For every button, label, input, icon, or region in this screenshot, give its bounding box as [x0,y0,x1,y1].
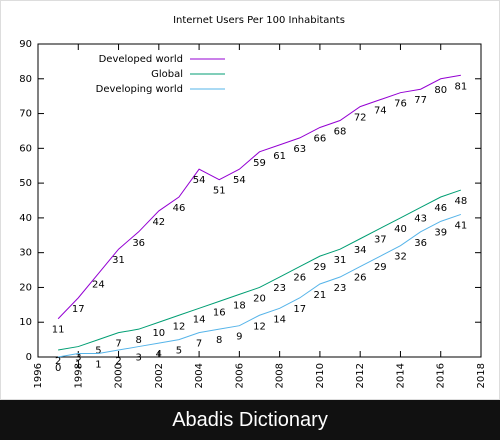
data-label: 29 [374,262,387,273]
data-label: 1 [95,360,101,371]
data-label: 5 [176,346,182,357]
data-label: 8 [135,335,141,346]
data-label: 54 [233,175,246,186]
y-tick-label: 90 [19,39,32,50]
x-tick-label: 2016 [436,363,447,388]
data-label: 3 [75,353,81,364]
data-label: 48 [454,196,467,207]
data-label: 10 [152,328,165,339]
data-label: 2 [115,356,121,367]
data-label: 36 [414,238,427,249]
data-label: 12 [253,321,266,332]
data-label: 11 [52,325,65,336]
data-label: 31 [334,255,347,266]
data-label: 24 [92,280,105,291]
data-label: 77 [414,95,427,106]
data-label: 74 [374,106,387,117]
y-tick-label: 30 [19,248,32,259]
data-label: 23 [334,283,347,294]
chart-title: Internet Users Per 100 Inhabitants [173,15,345,26]
data-label: 63 [293,144,306,155]
series-line [58,189,462,351]
data-label: 12 [173,321,186,332]
data-label: 42 [152,217,165,228]
data-label: 16 [213,307,226,318]
data-label: 2 [55,356,61,367]
x-tick-label: 2018 [476,363,487,388]
data-label: 17 [293,304,306,315]
x-tick-label: 2000 [114,363,125,388]
x-tick-label: 2008 [275,363,286,388]
data-label: 46 [173,203,186,214]
chart: Internet Users Per 100 Inhabitants 01020… [0,0,500,400]
x-tick-label: 1996 [33,363,44,388]
data-label: 29 [314,262,327,273]
data-label: 41 [454,220,467,231]
data-label: 14 [273,314,286,325]
data-label: 76 [394,99,407,110]
data-label: 9 [236,332,242,343]
x-tick-label: 2014 [395,363,406,388]
data-label: 18 [233,300,246,311]
legend-label: Global [151,69,183,80]
x-tick-label: 2010 [315,363,326,388]
y-tick-label: 10 [19,317,32,328]
data-label: 46 [434,203,447,214]
footer: Abadis Dictionary [0,400,500,440]
data-label: 39 [434,227,447,238]
y-tick-label: 50 [19,178,32,189]
y-tick-label: 60 [19,143,32,154]
data-label: 36 [132,238,145,249]
data-label: 34 [354,245,367,256]
data-label: 37 [374,234,387,245]
data-label: 43 [414,213,427,224]
data-label: 26 [354,273,367,284]
data-label: 20 [253,293,266,304]
x-tick-label: 2002 [154,363,165,388]
data-label: 3 [135,353,141,364]
data-label: 80 [434,85,447,96]
data-label: 66 [314,133,327,144]
data-label: 51 [213,186,226,197]
data-label: 5 [95,346,101,357]
data-label: 72 [354,113,367,124]
data-label: 7 [196,339,202,350]
data-label: 17 [72,304,85,315]
data-label: 68 [334,127,347,138]
x-tick-label: 1998 [73,363,84,388]
data-label: 32 [394,252,407,263]
data-label: 31 [112,255,125,266]
data-label: 1 [75,360,81,371]
data-label: 14 [193,314,206,325]
data-label: 21 [314,290,327,301]
data-label: 81 [454,81,467,92]
y-tick-label: 0 [26,352,32,363]
data-label: 61 [273,151,286,162]
data-label: 4 [156,349,162,360]
frame [0,0,500,400]
legend-label: Developing world [96,84,183,95]
y-tick-label: 40 [19,213,32,224]
data-label: 26 [293,273,306,284]
data-label: 40 [394,224,407,235]
series-line [58,213,462,358]
data-label: 8 [216,335,222,346]
legend-label: Developed world [99,54,183,65]
x-tick-label: 2012 [355,363,366,388]
y-tick-label: 80 [19,74,32,85]
data-label: 54 [193,175,206,186]
data-label: 23 [273,283,286,294]
x-tick-label: 2006 [234,363,245,388]
y-tick-label: 70 [19,109,32,120]
plot-border [37,43,482,358]
y-tick-label: 20 [19,282,32,293]
data-label: 0 [55,363,61,374]
data-label: 7 [115,339,121,350]
x-tick-label: 2004 [194,363,205,388]
data-label: 59 [253,158,266,169]
series-line [57,74,461,320]
